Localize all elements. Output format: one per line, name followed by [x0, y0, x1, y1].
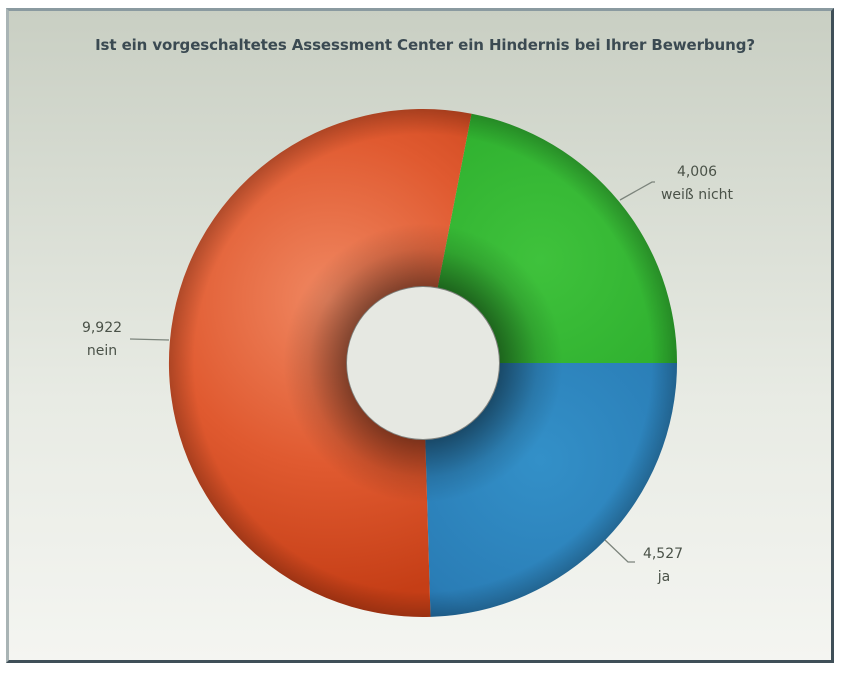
leader-line-ja: [604, 539, 635, 563]
donut-hole: [347, 287, 499, 439]
label-nein-name: nein: [87, 343, 117, 359]
label-weiss-nicht-value: 4,006: [677, 164, 717, 180]
leader-line-nein: [129, 338, 170, 341]
chart-title: Ist ein vorgeschaltetes Assessment Cente…: [95, 36, 755, 54]
leader-line-weiss-nicht: [619, 181, 655, 201]
label-weiss-nicht-name: weiß nicht: [661, 187, 734, 203]
label-ja-value: 4,527: [643, 546, 683, 562]
label-ja-name: ja: [657, 569, 670, 585]
label-nein-value: 9,922: [82, 320, 122, 336]
